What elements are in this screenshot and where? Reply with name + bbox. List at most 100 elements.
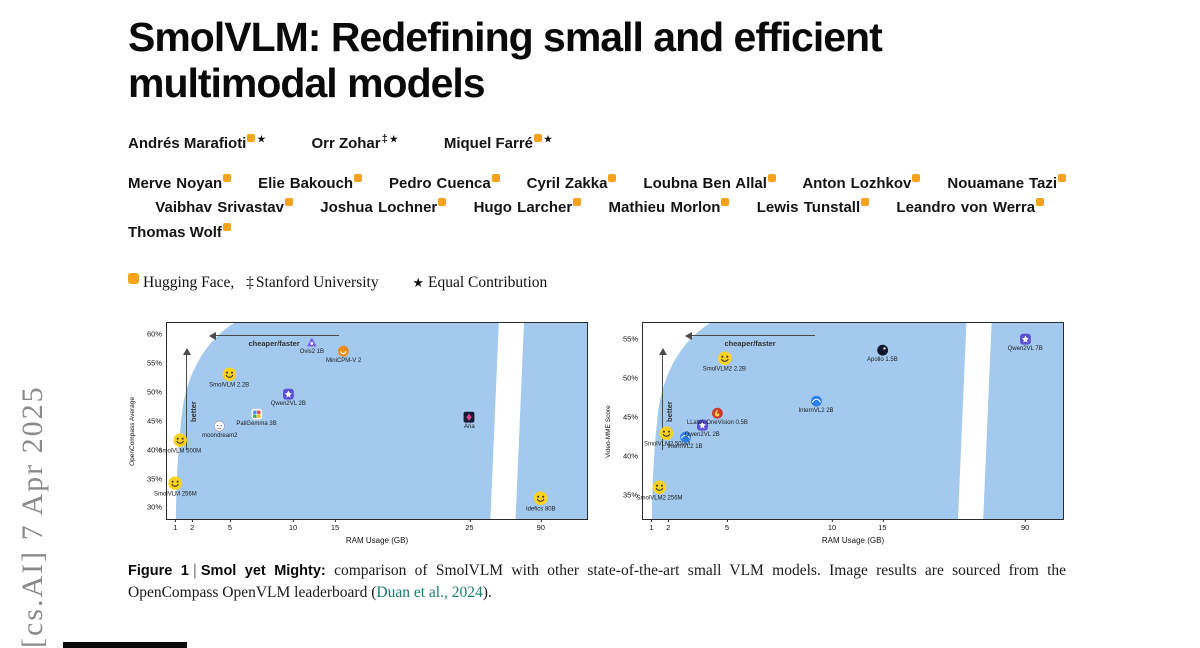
better-arrow: better xyxy=(658,348,674,451)
y-tick-label: 35% xyxy=(622,490,638,500)
chart-point: SmolVLM 2.2B xyxy=(209,366,249,389)
chart-point: PaliGemma 3B xyxy=(236,408,277,428)
llava-icon xyxy=(711,407,723,419)
chart-point: LLaVA-OneVision 0.5B xyxy=(687,407,748,427)
author: Loubna Ben Allal xyxy=(643,173,776,192)
chart-point-label: InternVL2 2B xyxy=(798,408,834,415)
hugging-face-icon xyxy=(1036,198,1045,207)
figure-caption: Figure 1 | Smol yet Mighty: comparison of … xyxy=(128,560,1066,605)
chart-point: Ovis2 1B xyxy=(300,336,324,356)
axis-break xyxy=(490,322,524,519)
y-tick-label: 50% xyxy=(146,387,162,397)
y-tick-label: 40% xyxy=(146,445,162,455)
ovis-icon xyxy=(306,336,318,348)
x-tick-label: 10 xyxy=(289,518,297,532)
page-edge-artifact xyxy=(63,642,187,648)
author: Joshua Lochner xyxy=(320,198,447,216)
chart-point-label: SmolVLM2 256M xyxy=(636,496,683,503)
x-tick-label: 25 xyxy=(465,518,474,532)
chart-point: Qwen2VL 2B xyxy=(685,419,720,439)
y-tick-label: 55% xyxy=(146,358,162,368)
paligemma-icon xyxy=(250,408,263,420)
author: Nouamane Tazi xyxy=(947,173,1067,192)
citation-link[interactable]: Duan et al., 2024 xyxy=(376,584,483,602)
x-tick-label: 90 xyxy=(1021,518,1029,532)
author: Vaibhav Srivastav xyxy=(155,198,293,216)
arrow-head-icon xyxy=(658,348,667,356)
cheaper-faster-label: cheaper/faster xyxy=(248,338,300,348)
caption-close: ). xyxy=(482,584,492,602)
chart-point: SmolVLM 500M xyxy=(158,433,201,456)
author: Miquel Farré ★ xyxy=(443,133,553,152)
hugging-face-icon xyxy=(285,198,293,207)
chart-point: Qwen2VL 7B xyxy=(1008,333,1043,353)
pareto-frontier xyxy=(643,322,711,519)
chart-point: SmolVLM2 2.2B xyxy=(703,351,746,374)
chart-point-label: SmolVLM 500M xyxy=(158,448,202,455)
chart-point-label: Aria xyxy=(464,424,475,431)
y-axis-label: OpenCompass Average xyxy=(129,397,136,467)
hugging-face-icon xyxy=(608,173,617,182)
internvl-icon xyxy=(679,431,691,443)
chart-point-label: Apollo 1.5B xyxy=(867,357,898,364)
equal-contribution-star-icon: ★ xyxy=(257,133,266,144)
caption-pipe: | xyxy=(192,561,197,579)
author: Cyril Zakka xyxy=(527,173,617,192)
author: Pedro Cuenca xyxy=(389,173,500,192)
y-tick-label: 40% xyxy=(622,451,638,461)
chart-point: SmolVLM2 500M xyxy=(644,425,690,448)
moondream-icon xyxy=(214,420,226,432)
affiliations-line: Hugging Face, ‡ Stanford University ★ Equa… xyxy=(128,272,1068,292)
chart-point: Aria xyxy=(463,411,475,431)
author: Mathieu Morlon xyxy=(609,198,730,216)
chart-opencompass-vs-ram: OpenCompass Average cheaper/faster xyxy=(128,318,592,546)
arrow-head-icon xyxy=(182,348,191,356)
author: Anton Lozhkov xyxy=(802,173,921,192)
figure-caption-title: Smol yet Mighty: xyxy=(200,562,326,579)
y-tick-label: 45% xyxy=(146,416,162,426)
hugging-face-icon xyxy=(247,133,256,142)
hf-icon xyxy=(652,480,667,495)
paper-title: SmolVLM: Redefining small and efficient … xyxy=(128,14,883,107)
caption-body: comparison of SmolVLM with other state-o… xyxy=(128,561,1067,602)
author: Andrés Marafioti ★ xyxy=(128,133,266,152)
x-tick-label: 15 xyxy=(878,518,887,532)
hugging-face-icon xyxy=(1058,173,1067,182)
equal-contribution-star-icon: ★ xyxy=(389,133,398,144)
authors-secondary: Merve Noyan Elie Bakouch Pedro Cuenca Cy… xyxy=(128,172,1067,246)
hf-icon xyxy=(717,351,732,366)
x-tick-label: 90 xyxy=(537,518,545,532)
paper-content: SmolVLM: Redefining small and efficient … xyxy=(128,14,1068,620)
chart-point-label: SmolVLM 256M xyxy=(154,491,197,498)
aria-icon xyxy=(463,411,475,423)
apollo-icon xyxy=(876,344,888,356)
x-tick-label: 10 xyxy=(828,518,836,532)
arrow-head-icon xyxy=(209,331,216,340)
affiliation-stanford: Stanford University xyxy=(255,273,379,291)
x-tick-label: 15 xyxy=(331,518,339,532)
equal-contribution-star-icon: ★ xyxy=(544,133,553,144)
hugging-face-icon xyxy=(223,173,232,182)
author: Thomas Wolf xyxy=(128,223,231,241)
chart-point: moondream2 xyxy=(202,420,237,440)
x-tick-label: 1 xyxy=(649,518,653,532)
hugging-face-icon xyxy=(354,173,363,182)
hugging-face-icon xyxy=(721,198,730,207)
chart-point-label: SmolVLM2 500M xyxy=(643,441,690,448)
chart-point-label: MiniCPM-V 2 xyxy=(325,357,362,364)
cheaper-faster-arrow: cheaper/faster xyxy=(685,331,816,349)
chart-point-label: PaliGemma 3B xyxy=(236,421,277,428)
qwen-icon xyxy=(696,419,708,431)
hf-icon xyxy=(659,425,674,440)
hugging-face-icon xyxy=(912,173,921,182)
hugging-face-icon xyxy=(222,223,231,232)
chart-videomme-vs-ram: Video-MME Score cheaper/faster xyxy=(604,318,1068,546)
better-label: better xyxy=(664,400,674,422)
arxiv-banner: [cs.AI] 7 Apr 2025 xyxy=(16,385,49,648)
x-axis-label: RAM Usage (GB) xyxy=(821,535,885,545)
axis-break xyxy=(958,322,992,519)
better-arrow: better xyxy=(182,348,198,451)
chart-point-label: SmolVLM2 2.2B xyxy=(702,366,747,373)
y-tick-label: 35% xyxy=(146,474,162,484)
